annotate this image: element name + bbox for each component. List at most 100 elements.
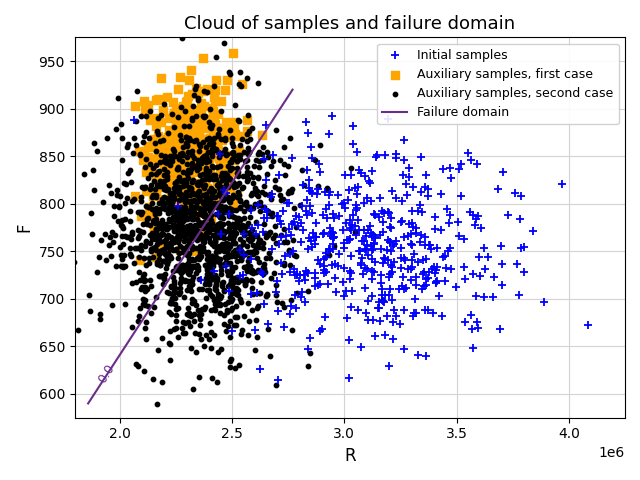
Auxiliary samples, second case <box>180 197 191 205</box>
Auxiliary samples, second case <box>139 277 149 285</box>
Auxiliary samples, second case <box>169 238 179 245</box>
Initial samples <box>353 216 364 224</box>
Auxiliary samples, second case <box>187 300 197 307</box>
Auxiliary samples, second case <box>168 273 179 281</box>
Auxiliary samples, second case <box>199 206 209 214</box>
Auxiliary samples, first case <box>179 196 189 204</box>
Auxiliary samples, second case <box>299 181 309 189</box>
Initial samples <box>444 219 454 227</box>
Auxiliary samples, first case <box>165 141 175 148</box>
Initial samples <box>379 209 389 217</box>
Initial samples <box>353 183 364 191</box>
Auxiliary samples, second case <box>139 367 149 375</box>
Auxiliary samples, second case <box>261 292 271 300</box>
Initial samples <box>239 251 249 259</box>
Initial samples <box>302 166 312 174</box>
Auxiliary samples, second case <box>182 222 192 230</box>
Auxiliary samples, first case <box>200 162 211 170</box>
Auxiliary samples, second case <box>211 176 221 183</box>
Auxiliary samples, second case <box>229 181 239 189</box>
Initial samples <box>384 291 394 299</box>
Initial samples <box>409 250 419 258</box>
Auxiliary samples, second case <box>195 252 205 260</box>
Auxiliary samples, second case <box>157 248 168 256</box>
Initial samples <box>327 228 337 236</box>
Auxiliary samples, second case <box>259 260 269 268</box>
Auxiliary samples, second case <box>225 364 235 372</box>
Initial samples <box>383 208 393 216</box>
Auxiliary samples, second case <box>159 200 170 207</box>
Auxiliary samples, second case <box>147 181 157 189</box>
Auxiliary samples, second case <box>228 286 239 293</box>
Auxiliary samples, second case <box>169 325 179 333</box>
Auxiliary samples, second case <box>184 183 194 191</box>
Auxiliary samples, second case <box>186 295 196 303</box>
Auxiliary samples, first case <box>198 137 209 144</box>
Auxiliary samples, second case <box>134 312 145 320</box>
Auxiliary samples, second case <box>240 282 250 289</box>
Auxiliary samples, second case <box>180 244 191 252</box>
Auxiliary samples, second case <box>228 249 238 256</box>
Auxiliary samples, second case <box>209 82 220 90</box>
Auxiliary samples, second case <box>208 143 218 151</box>
Auxiliary samples, second case <box>183 252 193 259</box>
Auxiliary samples, second case <box>315 142 325 149</box>
Auxiliary samples, second case <box>164 217 174 225</box>
Initial samples <box>367 246 377 254</box>
Initial samples <box>459 236 469 243</box>
Auxiliary samples, second case <box>200 210 211 217</box>
Auxiliary samples, second case <box>187 242 197 250</box>
Initial samples <box>319 266 329 274</box>
Auxiliary samples, second case <box>186 208 196 216</box>
Auxiliary samples, second case <box>223 213 234 220</box>
Auxiliary samples, second case <box>132 317 143 325</box>
Initial samples <box>369 332 380 340</box>
Initial samples <box>345 224 355 232</box>
Initial samples <box>375 194 385 202</box>
Auxiliary samples, first case <box>186 228 196 236</box>
Auxiliary samples, first case <box>193 180 204 188</box>
Initial samples <box>452 218 463 226</box>
Auxiliary samples, second case <box>232 193 242 201</box>
Initial samples <box>516 192 526 200</box>
Initial samples <box>367 292 377 300</box>
Auxiliary samples, second case <box>213 201 223 208</box>
Auxiliary samples, second case <box>161 182 171 190</box>
Auxiliary samples, second case <box>202 261 212 268</box>
Auxiliary samples, second case <box>179 203 189 211</box>
Initial samples <box>235 246 245 253</box>
Initial samples <box>383 236 394 244</box>
Auxiliary samples, first case <box>190 151 200 159</box>
Auxiliary samples, second case <box>165 327 175 335</box>
Auxiliary samples, first case <box>186 147 196 155</box>
Auxiliary samples, first case <box>182 116 192 124</box>
Auxiliary samples, second case <box>122 233 132 241</box>
Initial samples <box>364 177 374 185</box>
Auxiliary samples, second case <box>145 245 156 252</box>
Auxiliary samples, second case <box>190 164 200 171</box>
Initial samples <box>639 159 640 167</box>
Auxiliary samples, second case <box>278 225 289 232</box>
Initial samples <box>350 184 360 192</box>
Auxiliary samples, second case <box>174 236 184 243</box>
Auxiliary samples, second case <box>223 298 233 306</box>
Auxiliary samples, first case <box>229 118 239 126</box>
Auxiliary samples, second case <box>214 184 224 192</box>
Auxiliary samples, second case <box>179 178 189 186</box>
Auxiliary samples, first case <box>189 165 199 173</box>
Auxiliary samples, second case <box>225 357 236 365</box>
Auxiliary samples, second case <box>220 169 230 177</box>
Auxiliary samples, second case <box>205 344 216 351</box>
Auxiliary samples, first case <box>182 97 192 105</box>
Initial samples <box>303 245 313 253</box>
Initial samples <box>321 205 332 213</box>
Auxiliary samples, second case <box>195 253 205 261</box>
Auxiliary samples, second case <box>161 225 172 232</box>
Auxiliary samples, second case <box>221 151 232 158</box>
Auxiliary samples, second case <box>177 192 188 199</box>
Auxiliary samples, first case <box>230 130 240 138</box>
Auxiliary samples, second case <box>211 249 221 256</box>
Initial samples <box>259 271 269 278</box>
Initial samples <box>292 270 303 278</box>
Initial samples <box>259 215 269 222</box>
